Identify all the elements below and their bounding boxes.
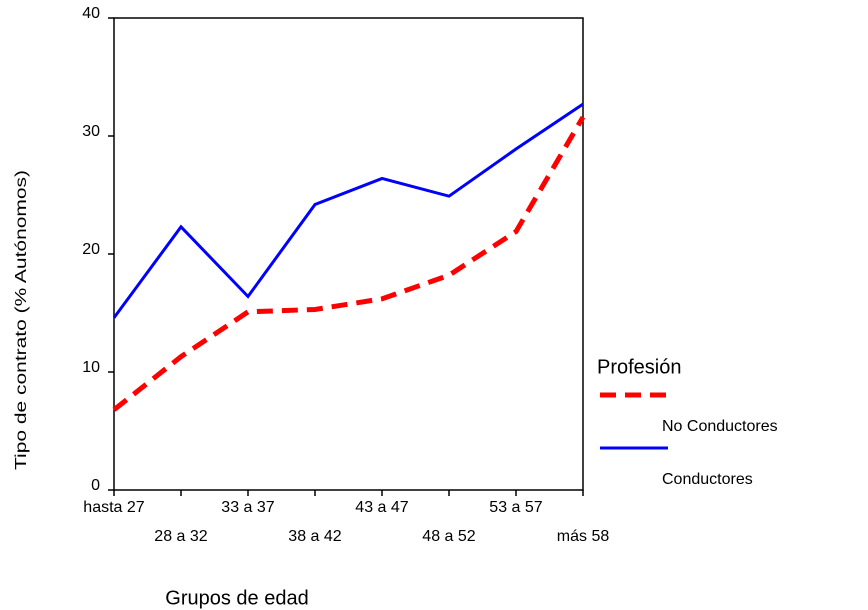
x-tick-label: hasta 27 (83, 499, 144, 516)
legend-label: Conductores (662, 471, 753, 488)
plot-frame (113, 17, 584, 491)
x-tick-label: más 58 (557, 528, 610, 545)
x-tick-label: 28 a 32 (154, 528, 207, 545)
y-tick-label: 0 (91, 477, 100, 494)
x-tick-label: 48 a 52 (422, 528, 475, 545)
x-tick-label: 33 a 37 (221, 499, 274, 516)
y-tick-label: 20 (82, 241, 100, 258)
y-tick-label: 40 (82, 5, 100, 22)
y-tick-label: 10 (82, 359, 100, 376)
y-axis-label: Tipo de contrato (% Autónomos) (13, 170, 30, 470)
x-axis-label: Grupos de edad (165, 587, 308, 609)
x-tick-label: 53 a 57 (489, 499, 542, 516)
x-tick-label: 38 a 42 (288, 528, 341, 545)
series-line (112, 115, 586, 412)
legend-label: No Conductores (662, 418, 778, 435)
legend-title: Profesión (597, 356, 682, 378)
x-tick-label: 43 a 47 (355, 499, 408, 516)
series-line (112, 102, 584, 319)
y-tick-label: 30 (82, 123, 100, 140)
